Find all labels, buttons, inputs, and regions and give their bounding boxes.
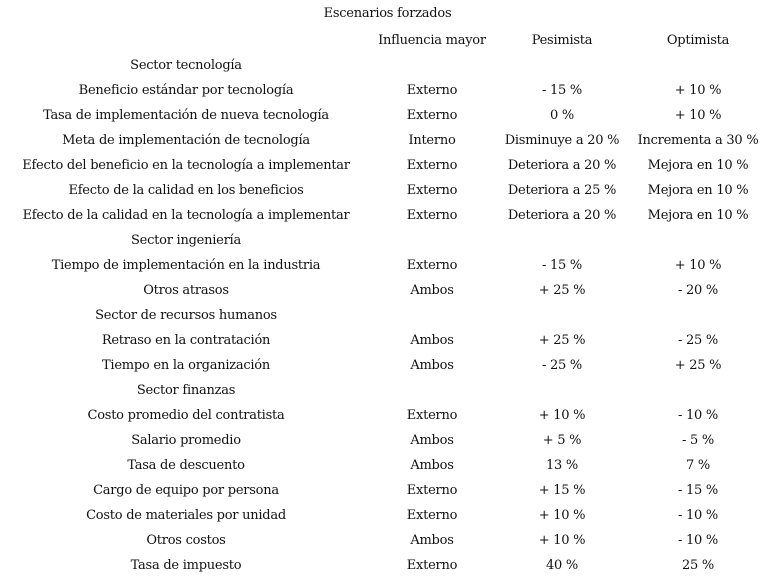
cell-influence: Ambos — [410, 358, 454, 373]
cell-influence: Externo — [406, 558, 458, 573]
cell-pessimistic: 40 % — [545, 558, 579, 573]
section-row: Sector de recursos humanos — [0, 306, 773, 326]
cell-influence: Externo — [406, 183, 458, 198]
cell-variable: Tiempo de implementación en la industria — [51, 258, 321, 273]
cell-influence: Externo — [406, 83, 458, 98]
section-heading: Sector tecnología — [130, 58, 242, 73]
header-optimistic: Optimista — [666, 33, 730, 48]
cell-pessimistic: + 10 % — [538, 533, 586, 548]
cell-influence: Ambos — [410, 283, 454, 298]
cell-optimistic: - 20 % — [677, 283, 719, 298]
table-row: Costo de materiales por unidad Externo + 1… — [0, 506, 773, 526]
cell-pessimistic: + 5 % — [542, 433, 582, 448]
section-row: Sector finanzas — [0, 381, 773, 401]
cell-optimistic: + 10 % — [674, 83, 722, 98]
table-row: Efecto de la calidad en los beneficios Ex… — [0, 181, 773, 201]
cell-pessimistic: + 25 % — [538, 283, 586, 298]
cell-pessimistic: + 15 % — [538, 483, 586, 498]
cell-optimistic: Mejora en 10 % — [647, 208, 749, 223]
cell-pessimistic: + 25 % — [538, 333, 586, 348]
table-row: Salario promedio Ambos + 5 % - 5 % — [0, 431, 773, 451]
cell-pessimistic: - 25 % — [541, 358, 583, 373]
cell-influence: Externo — [406, 208, 458, 223]
table-row: Otros costos Ambos + 10 % - 10 % — [0, 531, 773, 551]
cell-variable: Otros costos — [146, 533, 226, 548]
cell-influence: Ambos — [410, 333, 454, 348]
cell-influence: Externo — [406, 258, 458, 273]
cell-variable: Tasa de impuesto — [130, 558, 242, 573]
cell-pessimistic: Deteriora a 20 % — [507, 208, 617, 223]
cell-variable: Cargo de equipo por persona — [93, 483, 279, 498]
cell-variable: Costo promedio del contratista — [87, 408, 285, 423]
cell-optimistic: - 15 % — [677, 483, 719, 498]
cell-influence: Externo — [406, 158, 458, 173]
table-row: Beneficio estándar por tecnología Externo… — [0, 81, 773, 101]
cell-variable: Beneficio estándar por tecnología — [78, 83, 294, 98]
cell-variable: Otros atrasos — [143, 283, 229, 298]
cell-variable: Retraso en la contratación — [101, 333, 271, 348]
table-row: Otros atrasos Ambos + 25 % - 20 % — [0, 281, 773, 301]
cell-optimistic: 7 % — [685, 458, 710, 473]
table-row: Tasa de impuesto Externo 40 % 25 % — [0, 556, 773, 576]
cell-optimistic: - 10 % — [677, 508, 719, 523]
section-row: Sector tecnología — [0, 56, 773, 76]
section-heading: Sector ingeniería — [131, 233, 241, 248]
cell-pessimistic: - 15 % — [541, 83, 583, 98]
cell-variable: Efecto de la calidad en la tecnología a … — [22, 208, 350, 223]
cell-variable: Efecto del beneficio en la tecnología a … — [22, 158, 350, 173]
cell-influence: Externo — [406, 508, 458, 523]
cell-optimistic: + 10 % — [674, 108, 722, 123]
cell-optimistic: 25 % — [681, 558, 715, 573]
cell-pessimistic: Disminuye a 20 % — [504, 133, 620, 148]
cell-optimistic: Incrementa a 30 % — [637, 133, 759, 148]
table-row: Tiempo en la organización Ambos - 25 % + 25… — [0, 356, 773, 376]
header-influence: Influencia mayor — [378, 33, 486, 48]
table-row: Meta de implementación de tecnología Inte… — [0, 131, 773, 151]
table-row: Tasa de descuento Ambos 13 % 7 % — [0, 456, 773, 476]
table-row: Retraso en la contratación Ambos + 25 % - 2… — [0, 331, 773, 351]
cell-pessimistic: - 15 % — [541, 258, 583, 273]
cell-pessimistic: Deteriora a 20 % — [507, 158, 617, 173]
cell-influence: Interno — [408, 133, 456, 148]
cell-pessimistic: + 10 % — [538, 508, 586, 523]
table-row: Costo promedio del contratista Externo + 1… — [0, 406, 773, 426]
header-row: Influencia mayor Pesimista Optimista — [0, 31, 773, 51]
cell-optimistic: Mejora en 10 % — [647, 183, 749, 198]
cell-influence: Externo — [406, 408, 458, 423]
cell-optimistic: - 10 % — [677, 533, 719, 548]
cell-optimistic: + 25 % — [674, 358, 722, 373]
cell-influence: Externo — [406, 483, 458, 498]
cell-optimistic: - 10 % — [677, 408, 719, 423]
cell-variable: Salario promedio — [131, 433, 241, 448]
table-title: Escenarios forzados — [0, 6, 773, 21]
cell-variable: Tiempo en la organización — [102, 358, 270, 373]
cell-influence: Externo — [406, 108, 458, 123]
table-row: Tasa de implementación de nueva tecnolog… — [0, 106, 773, 126]
table-row: Efecto de la calidad en la tecnología a … — [0, 206, 773, 226]
cell-optimistic: - 5 % — [681, 433, 715, 448]
cell-variable: Meta de implementación de tecnología — [62, 133, 310, 148]
cell-variable: Efecto de la calidad en los beneficios — [68, 183, 304, 198]
cell-influence: Ambos — [410, 458, 454, 473]
header-pessimistic: Pesimista — [531, 33, 593, 48]
table-row: Tiempo de implementación en la industria… — [0, 256, 773, 276]
section-row: Sector ingeniería — [0, 231, 773, 251]
cell-optimistic: - 25 % — [677, 333, 719, 348]
section-heading: Sector finanzas — [136, 383, 236, 398]
cell-influence: Ambos — [410, 433, 454, 448]
cell-influence: Ambos — [410, 533, 454, 548]
cell-optimistic: Mejora en 10 % — [647, 158, 749, 173]
cell-variable: Costo de materiales por unidad — [86, 508, 286, 523]
cell-pessimistic: 0 % — [549, 108, 574, 123]
section-heading: Sector de recursos humanos — [95, 308, 277, 323]
cell-pessimistic: Deteriora a 25 % — [507, 183, 617, 198]
table-row: Cargo de equipo por persona Externo + 15 %… — [0, 481, 773, 501]
cell-pessimistic: + 10 % — [538, 408, 586, 423]
cell-variable: Tasa de implementación de nueva tecnolog… — [43, 108, 329, 123]
table-title-text: Escenarios forzados — [323, 6, 452, 21]
table-row: Efecto del beneficio en la tecnología a … — [0, 156, 773, 176]
cell-pessimistic: 13 % — [545, 458, 579, 473]
cell-optimistic: + 10 % — [674, 258, 722, 273]
cell-variable: Tasa de descuento — [127, 458, 245, 473]
